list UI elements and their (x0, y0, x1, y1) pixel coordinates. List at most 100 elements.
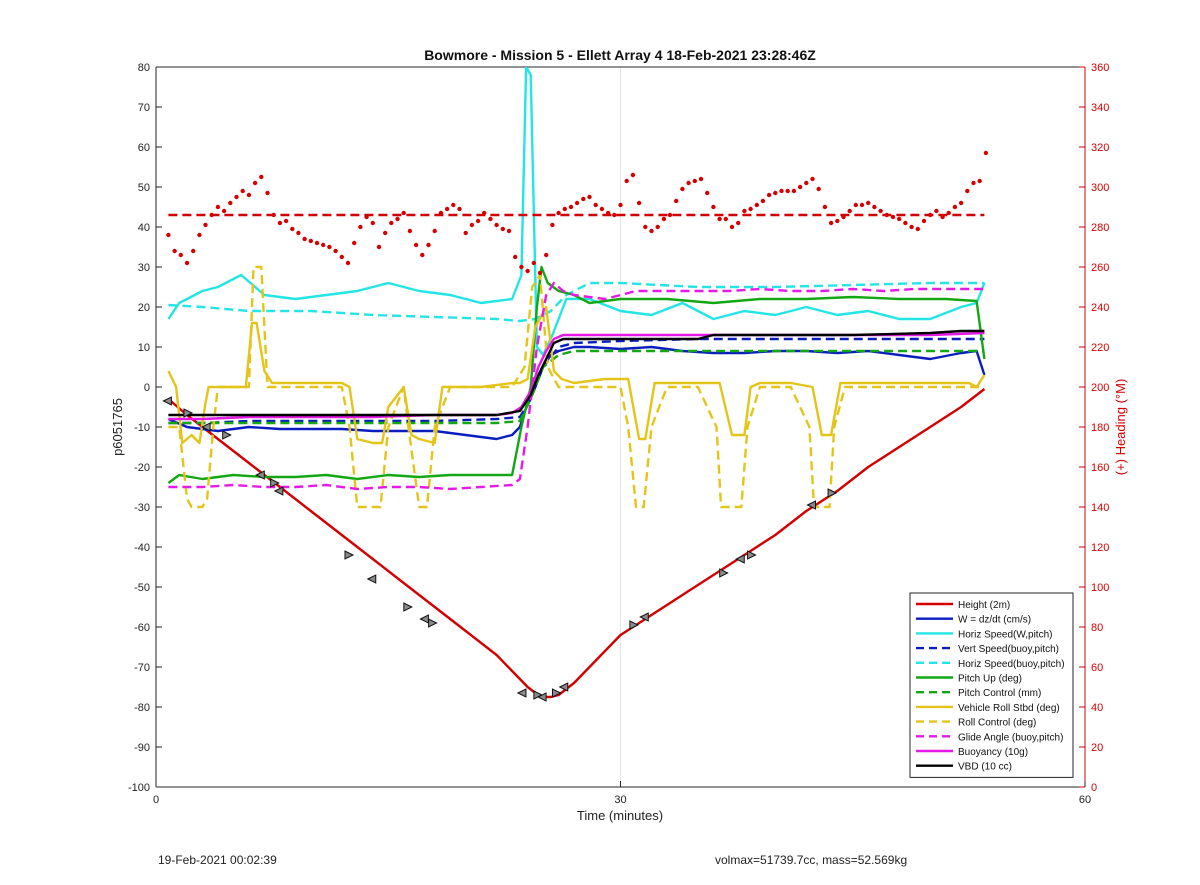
heading-point (872, 204, 877, 210)
heading-point (705, 190, 710, 196)
heading-point (376, 244, 382, 250)
series-line-9 (168, 281, 985, 491)
heading-point (469, 222, 475, 228)
y-tick-label: 60 (138, 142, 150, 154)
heading-point (395, 216, 400, 222)
heading-point (488, 216, 493, 222)
heading-point (791, 188, 797, 194)
legend-label: Glide Angle (buoy,pitch) (958, 732, 1063, 743)
track-marker (536, 692, 547, 702)
heading-point (221, 208, 227, 214)
y-tick-label: -20 (134, 462, 150, 474)
plot-area: 80706050403020100-10-20-30-40-50-60-70-8… (128, 62, 1109, 806)
heading-point (903, 220, 908, 226)
heading-point (983, 150, 989, 156)
heading-point (228, 200, 233, 206)
heading-point (271, 212, 276, 218)
heading-point (463, 230, 468, 236)
footer-volmax-mass: volmax=51739.7cc, mass=52.569kg (715, 853, 908, 867)
y-tick-label: -70 (134, 662, 150, 674)
footer-timestamp: 19-Feb-2021 00:02:39 (158, 853, 277, 867)
heading-point (686, 180, 691, 186)
heading-point (358, 224, 363, 230)
heading-point (977, 178, 982, 184)
heading-point (878, 208, 883, 214)
x-tick-label: 0 (153, 794, 159, 806)
legend-label: Height (2m) (958, 600, 1010, 611)
heading-point (779, 188, 784, 194)
legend-label: Pitch Up (deg) (958, 674, 1022, 685)
heading-point (302, 236, 307, 242)
heading-point (618, 202, 623, 208)
legend-label: Vert Speed(buoy,pitch) (958, 644, 1059, 655)
heading-point (568, 204, 574, 210)
track-marker (551, 688, 562, 698)
y-right-tick-label: 300 (1091, 182, 1109, 194)
y-tick-label: 30 (138, 262, 150, 274)
y-right-tick-label: 0 (1091, 782, 1097, 794)
heading-point (630, 172, 636, 178)
y-right-tick-label: 20 (1091, 742, 1103, 754)
heading-point (556, 210, 561, 216)
heading-point (364, 214, 369, 220)
track-marker (255, 470, 265, 480)
heading-point (215, 204, 221, 210)
heading-point (426, 242, 431, 248)
heading-point (475, 218, 481, 224)
track-marker (827, 488, 838, 498)
y-tick-label: -90 (134, 742, 150, 754)
heading-point (661, 216, 667, 222)
heading-point (742, 208, 747, 214)
heading-point (649, 228, 654, 234)
heading-point (766, 192, 772, 198)
y-right-tick-label: 100 (1091, 582, 1109, 594)
heading-point (413, 242, 419, 248)
heading-point (717, 216, 722, 222)
y-right-tick-label: 160 (1091, 462, 1109, 474)
y-tick-label: -60 (134, 622, 150, 634)
track-marker (558, 682, 569, 692)
heading-point (519, 264, 524, 270)
heading-point (934, 208, 939, 214)
heading-point (172, 248, 177, 254)
heading-point (537, 270, 543, 276)
heading-point (283, 218, 289, 224)
series-line-11 (168, 329, 985, 417)
legend-label: Roll Control (deg) (958, 718, 1036, 729)
heading-point (513, 254, 518, 260)
heading-point (636, 200, 642, 206)
track-marker (419, 614, 429, 624)
y-right-tick-label: 80 (1091, 622, 1103, 634)
heading-point (643, 224, 648, 230)
y-tick-label: -100 (128, 782, 150, 794)
legend-box (909, 592, 1074, 778)
heading-point (246, 192, 252, 198)
heading-point (203, 222, 208, 228)
heading-point (544, 252, 549, 258)
heading-point (277, 220, 283, 226)
y-right-tick-label: 140 (1091, 502, 1109, 514)
heading-point (265, 190, 270, 196)
heading-point (314, 240, 320, 246)
track-marker (270, 478, 280, 488)
heading-point (290, 226, 295, 232)
track-marker (366, 574, 377, 584)
heading-point (593, 202, 598, 208)
heading-point (482, 210, 487, 216)
heading-point (197, 232, 202, 238)
heading-point (531, 260, 536, 266)
heading-point (574, 200, 580, 206)
heading-point (958, 200, 964, 206)
heading-point (333, 248, 338, 254)
series-line-5 (167, 265, 986, 484)
y-right-tick-label: 240 (1091, 302, 1109, 314)
legend-label: Horiz Speed(W,pitch) (958, 629, 1052, 640)
heading-point (971, 180, 976, 186)
y-right-tick-label: 340 (1091, 102, 1109, 114)
heading-point (500, 226, 505, 232)
heading-point (321, 242, 326, 248)
heading-point (866, 200, 871, 206)
heading-point (339, 254, 344, 260)
heading-point (828, 220, 834, 226)
